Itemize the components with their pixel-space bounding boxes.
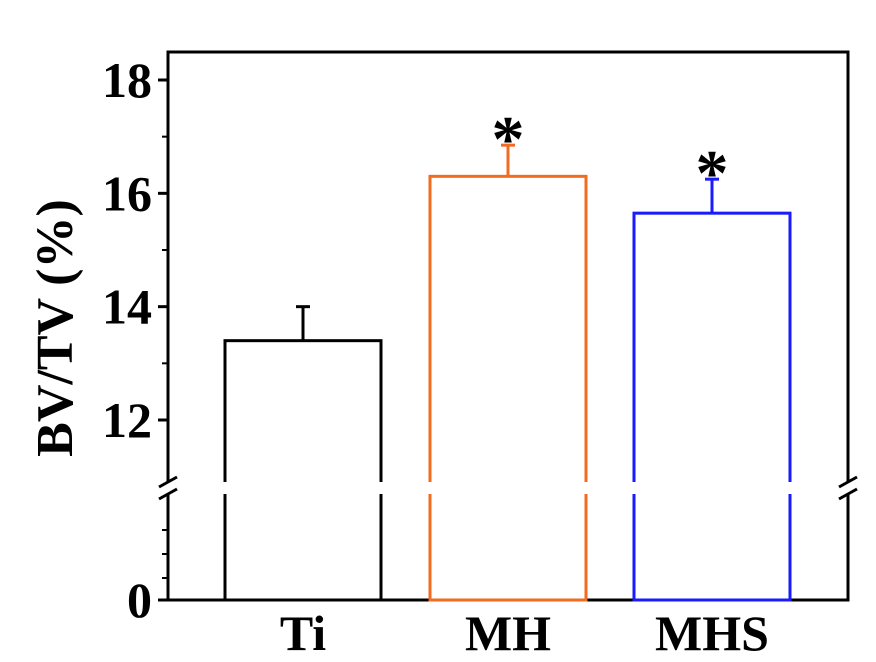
axis-break-slash xyxy=(838,487,858,501)
x-category-label: MHS xyxy=(655,605,769,661)
axis-break-slash xyxy=(158,475,178,489)
error-bars xyxy=(296,143,719,341)
x-category-label: Ti xyxy=(280,605,326,661)
bar xyxy=(632,211,792,602)
axis-break-slash xyxy=(158,487,178,501)
y-tick-label: 18 xyxy=(102,52,152,108)
x-axis-labels: Ti MH MHS xyxy=(280,605,769,661)
bar xyxy=(223,339,383,602)
y-axis-ticks: 0 12 14 16 18 xyxy=(102,52,168,628)
axis-break-band xyxy=(166,482,850,494)
x-category-label: MH xyxy=(465,605,551,661)
y-tick-label: 16 xyxy=(102,165,152,221)
bars xyxy=(223,174,792,602)
y-tick-label: 12 xyxy=(102,392,152,448)
y-tick-label: 14 xyxy=(102,279,152,335)
y-tick-label: 0 xyxy=(127,572,152,628)
y-axis-title: BV/TV (%) xyxy=(27,199,84,457)
significance-marks: * * xyxy=(492,103,729,210)
bar xyxy=(428,174,588,602)
significance-asterisk: * xyxy=(696,137,729,210)
axis-break-marks xyxy=(158,475,858,501)
axis-break-slash xyxy=(838,475,858,489)
significance-asterisk: * xyxy=(492,103,525,176)
axis-break-gap xyxy=(166,482,850,494)
